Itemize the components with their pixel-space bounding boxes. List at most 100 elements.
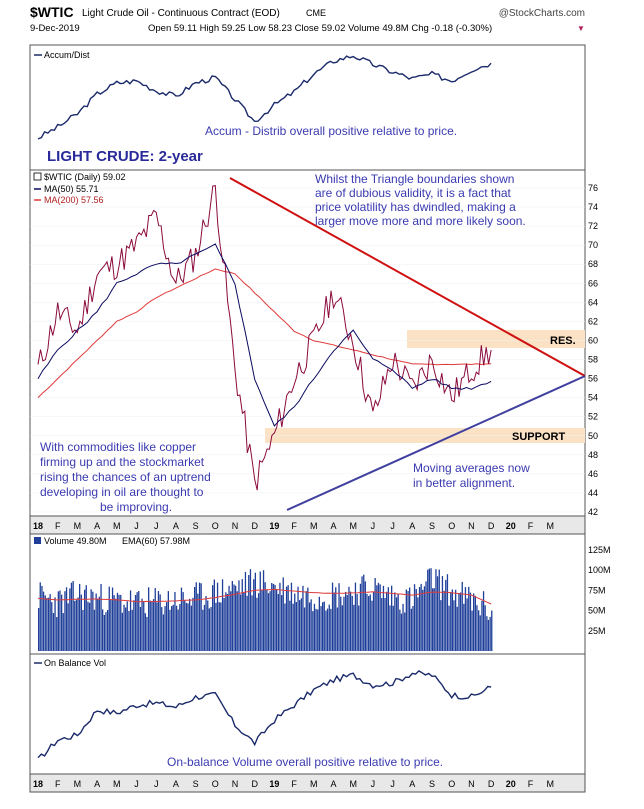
ma200-line — [37, 268, 492, 398]
volume-bar — [212, 585, 214, 651]
volume-bar — [84, 589, 86, 651]
volume-bar — [85, 585, 87, 651]
x-tick-label: N — [232, 521, 239, 531]
volume-bar — [400, 613, 403, 651]
volume-bar — [95, 593, 97, 651]
accum-legend-text: Accum/Dist — [44, 50, 90, 60]
volume-bars — [38, 568, 493, 651]
volume-bar — [482, 591, 485, 651]
volume-bar — [244, 571, 247, 651]
volume-bar — [276, 589, 278, 651]
volume-bar — [469, 592, 472, 651]
volume-bar — [333, 592, 335, 651]
volume-bar — [115, 598, 117, 651]
volume-bar — [379, 584, 381, 651]
volume-bar — [128, 611, 130, 651]
price-y-tick: 74 — [588, 202, 598, 212]
volume-bar — [39, 582, 41, 651]
volume-bar — [491, 610, 493, 651]
volume-bar — [207, 600, 209, 651]
volume-bar — [233, 584, 235, 651]
volume-y-ticks: 25M 50M 75M 100M 125M — [588, 545, 611, 636]
volume-bar — [287, 585, 289, 651]
volume-bar — [210, 607, 212, 651]
volume-bar — [98, 596, 100, 651]
price-y-ticks: 42 44 46 48 50 52 54 56 58 60 62 64 66 68 70 72 74 76 — [588, 183, 598, 517]
volume-bar — [315, 608, 317, 651]
x-tick-label: D — [488, 779, 495, 789]
price-y-tick: 52 — [588, 412, 598, 422]
volume-bar — [417, 597, 419, 651]
volume-bar — [143, 601, 145, 651]
triangle-note: Whilst the Triangle boundaries shown are… — [315, 172, 526, 228]
volume-bar — [415, 589, 417, 651]
volume-bar — [489, 616, 491, 651]
volume-bar — [328, 604, 330, 651]
volume-bar — [305, 591, 307, 651]
volume-bar — [149, 600, 151, 651]
main-title: LIGHT CRUDE: 2-year — [47, 148, 203, 165]
volume-bar — [274, 584, 276, 651]
exchange-label: CME — [306, 8, 326, 18]
volume-y-tick: 50M — [588, 606, 606, 616]
volume-bar — [313, 603, 316, 651]
volume-bar — [322, 602, 324, 651]
volume-bar — [336, 607, 339, 651]
volume-bar — [468, 586, 470, 651]
volume-y-tick: 25M — [588, 626, 606, 636]
x-tick-label: F — [528, 521, 534, 531]
upper-triangle-line — [229, 177, 586, 377]
volume-bar — [82, 609, 84, 651]
volume-bar — [486, 616, 488, 651]
lower-triangle-line — [286, 375, 586, 511]
volume-bar — [92, 591, 94, 651]
volume-bar — [102, 609, 104, 651]
obv-note: On-balance Volume overall positive relat… — [167, 755, 443, 769]
price-y-tick: 50 — [588, 431, 598, 441]
obv-panel — [29, 653, 586, 775]
volume-bar — [259, 571, 261, 651]
price-y-tick: 64 — [588, 297, 598, 307]
volume-bar — [458, 593, 460, 651]
volume-bar — [194, 587, 196, 651]
commodities-note: With commodities like copper firming up … — [40, 440, 211, 514]
volume-bar — [484, 605, 486, 651]
volume-bar — [205, 596, 207, 651]
volume-bar — [397, 593, 399, 651]
volume-bar — [389, 605, 391, 651]
x-tick-label: M — [113, 779, 121, 789]
volume-bar — [177, 609, 179, 651]
x-tick-label: O — [448, 779, 455, 789]
volume-bar — [198, 582, 201, 651]
volume-bar — [376, 585, 378, 651]
volume-bar — [325, 610, 327, 651]
accum-dist-line — [37, 55, 492, 140]
commod-note-line-4: developing in oil are thought to — [40, 485, 204, 499]
volume-bar — [391, 585, 393, 651]
chart-header: $WTIC Light Crude Oil - Continuous Contr… — [30, 4, 585, 34]
volume-bar — [190, 605, 192, 651]
volume-bar — [433, 588, 435, 651]
volume-bar — [131, 609, 133, 651]
price-legend-text: $WTIC (Daily) 59.02 — [44, 172, 126, 182]
volume-bar — [203, 604, 206, 651]
price-line — [37, 184, 492, 491]
volume-bar — [162, 614, 165, 651]
volume-bar — [345, 591, 347, 651]
volume-bar — [189, 598, 191, 651]
volume-bar — [450, 592, 452, 651]
volume-bar — [184, 600, 186, 651]
volume-bar — [47, 597, 50, 651]
volume-legend-text: Volume 49.80M — [44, 536, 107, 546]
volume-bar — [179, 604, 181, 651]
volume-bar — [161, 607, 163, 651]
volume-bar — [197, 593, 199, 651]
volume-y-tick: 125M — [588, 545, 611, 555]
volume-bar — [46, 598, 48, 651]
volume-bar — [349, 591, 352, 651]
volume-bar — [110, 600, 112, 651]
volume-bar — [359, 583, 362, 651]
volume-bar — [264, 582, 266, 651]
volume-bar — [402, 603, 404, 651]
volume-bar — [157, 591, 160, 651]
